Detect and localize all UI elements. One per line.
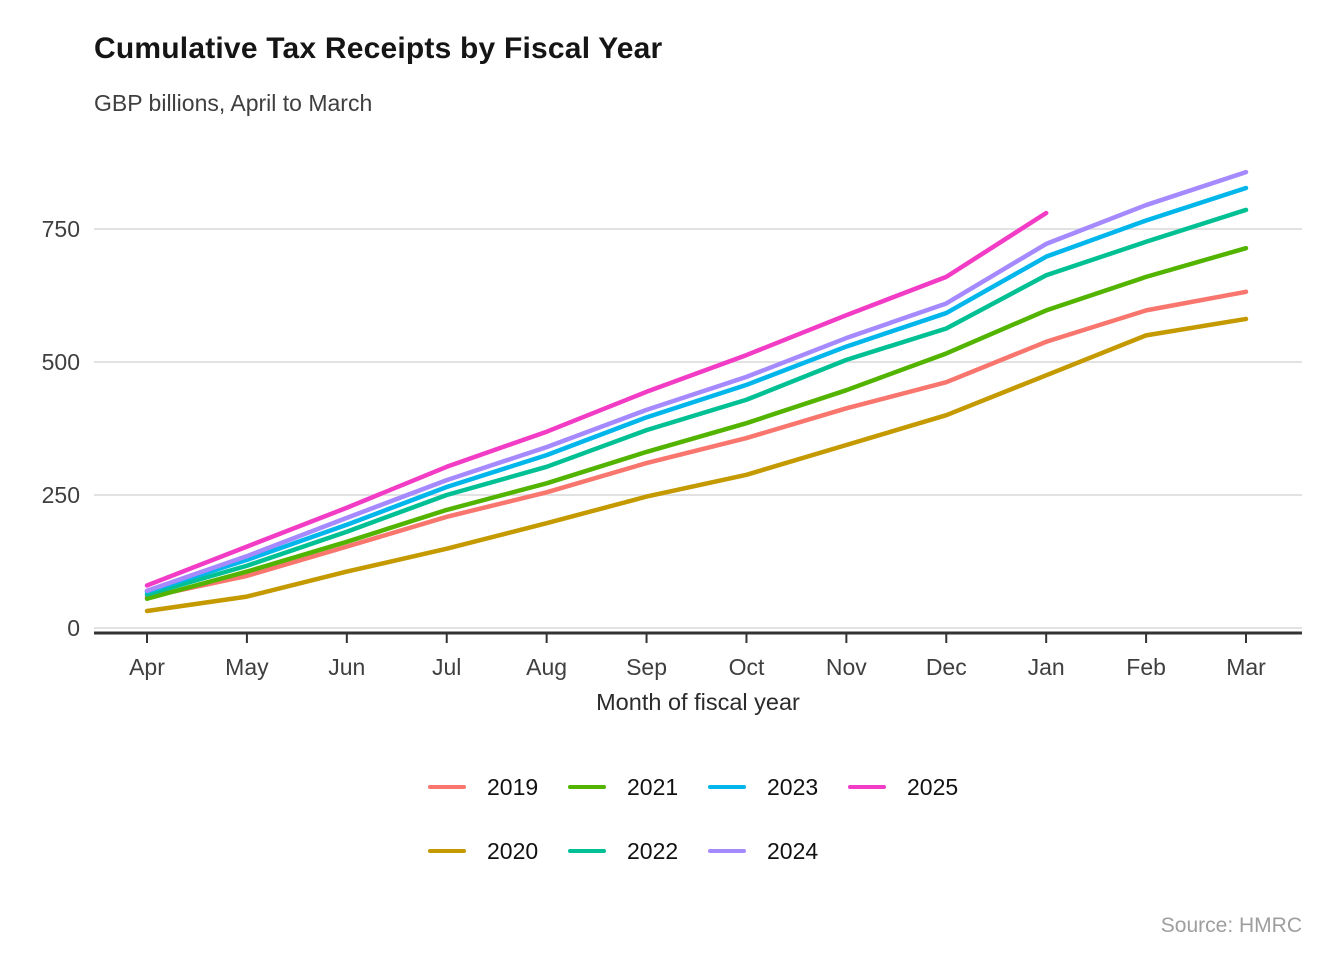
legend-swatch-2024: [708, 849, 746, 853]
chart-title: Cumulative Tax Receipts by Fiscal Year: [94, 32, 663, 65]
series-line-2024: [144, 169, 1249, 594]
y-tick-label-750: 750: [42, 216, 80, 242]
source-caption: Source: HMRC: [1160, 914, 1302, 937]
x-tick-label-Nov: Nov: [826, 654, 867, 680]
legend-label-2023: 2023: [767, 773, 819, 800]
legend-item-2024: 2024: [708, 836, 848, 866]
x-tick-label-Jul: Jul: [432, 654, 461, 680]
series-line-2023: [144, 185, 1249, 595]
y-tick-label-500: 500: [42, 349, 80, 375]
x-tick-label-Apr: Apr: [129, 654, 165, 680]
x-tick-label-Oct: Oct: [729, 654, 765, 680]
x-tick-label-Jan: Jan: [1028, 654, 1065, 680]
legend-label-2024: 2024: [767, 837, 819, 864]
legend-swatch-2022: [568, 849, 606, 853]
legend-swatch-2021: [568, 785, 606, 789]
legend-swatch-2019: [428, 785, 466, 789]
y-tick-label-0: 0: [67, 615, 80, 641]
series-line-2025: [144, 210, 1049, 588]
legend-item-2020: 2020: [428, 836, 568, 866]
y-tick-label-250: 250: [42, 482, 80, 508]
chart-subtitle: GBP billions, April to March: [94, 90, 373, 116]
chart-canvas: 0 250 500 750 Apr May Jun Jul Aug Sep Oct Nov Dec Jan…: [42, 169, 1302, 715]
series-line-2022: [144, 207, 1249, 597]
x-tick-label-Feb: Feb: [1126, 654, 1166, 680]
x-tick-label-Sep: Sep: [626, 654, 667, 680]
legend-label-2020: 2020: [487, 837, 539, 864]
x-tick-label-Jun: Jun: [328, 654, 365, 680]
series-line-2020: [144, 316, 1249, 614]
legend-label-2019: 2019: [487, 773, 539, 800]
x-axis-title: Month of fiscal year: [596, 689, 800, 715]
chart-legend: 2019 2021 2023 2025 2020 2022 2024: [428, 772, 988, 866]
legend-item-2021: 2021: [568, 772, 708, 802]
legend-label-2021: 2021: [627, 773, 679, 800]
legend-item-2023: 2023: [708, 772, 848, 802]
series-line-2019: [144, 289, 1249, 600]
x-tick-label-Aug: Aug: [526, 654, 567, 680]
legend-label-2025: 2025: [907, 773, 959, 800]
legend-swatch-2023: [708, 785, 746, 789]
x-tick-label-Dec: Dec: [926, 654, 967, 680]
x-tick-label-Mar: Mar: [1226, 654, 1266, 680]
legend-label-2022: 2022: [627, 837, 679, 864]
legend-swatch-2025: [848, 785, 886, 789]
legend-item-2022: 2022: [568, 836, 708, 866]
series-line-2021: [144, 245, 1249, 601]
x-tick-label-May: May: [225, 654, 269, 680]
legend-item-2025: 2025: [848, 772, 988, 802]
legend-swatch-2020: [428, 849, 466, 853]
legend-item-2019: 2019: [428, 772, 568, 802]
